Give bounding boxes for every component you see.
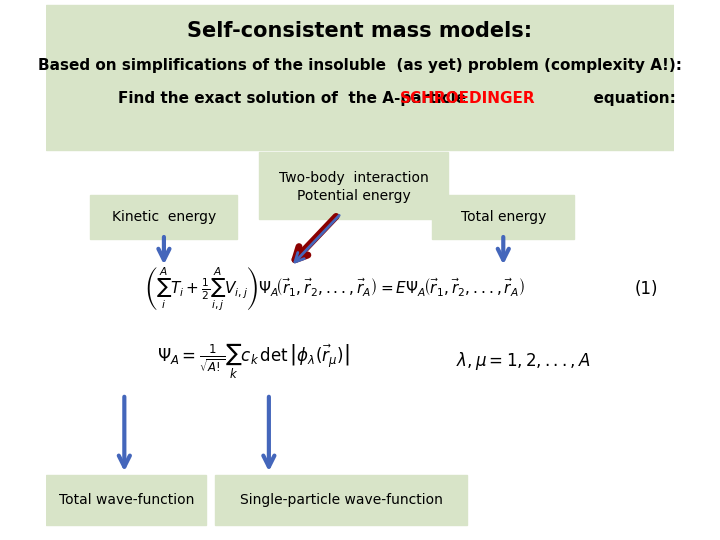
FancyBboxPatch shape	[259, 152, 448, 219]
Text: (1): (1)	[635, 280, 659, 298]
Text: Find the exact solution of  the A-particle: Find the exact solution of the A-particl…	[118, 91, 472, 106]
Text: Total energy: Total energy	[461, 210, 546, 224]
FancyBboxPatch shape	[215, 475, 467, 525]
Text: Self-consistent mass models:: Self-consistent mass models:	[187, 21, 533, 40]
Text: Based on simplifications of the insoluble  (as yet) problem (complexity A!):: Based on simplifications of the insolubl…	[38, 58, 682, 73]
Text: Two-body  interaction: Two-body interaction	[279, 171, 428, 185]
FancyBboxPatch shape	[432, 194, 574, 239]
Text: $\lambda,\mu = 1,2,...,A$: $\lambda,\mu = 1,2,...,A$	[456, 350, 590, 372]
Text: equation:: equation:	[583, 91, 676, 106]
FancyBboxPatch shape	[90, 194, 238, 239]
FancyBboxPatch shape	[46, 475, 206, 525]
Text: Kinetic  energy: Kinetic energy	[112, 210, 216, 224]
Text: $\left(\sum_{i}^{A} T_i + \frac{1}{2}\sum_{i,j}^{A} V_{i,j}\right)\Psi_A\!\left(: $\left(\sum_{i}^{A} T_i + \frac{1}{2}\su…	[145, 265, 525, 313]
Text: Total wave-function: Total wave-function	[58, 493, 194, 507]
Text: Single-particle wave-function: Single-particle wave-function	[240, 493, 443, 507]
Text: SCHROEDINGER: SCHROEDINGER	[400, 91, 535, 106]
Text: Potential energy: Potential energy	[297, 189, 410, 203]
Text: $\Psi_A = \frac{1}{\sqrt{A!}}\sum_k c_k\,\det\left|\phi_\lambda(\vec{r}_\mu)\rig: $\Psi_A = \frac{1}{\sqrt{A!}}\sum_k c_k\…	[157, 341, 349, 381]
FancyBboxPatch shape	[46, 5, 674, 150]
